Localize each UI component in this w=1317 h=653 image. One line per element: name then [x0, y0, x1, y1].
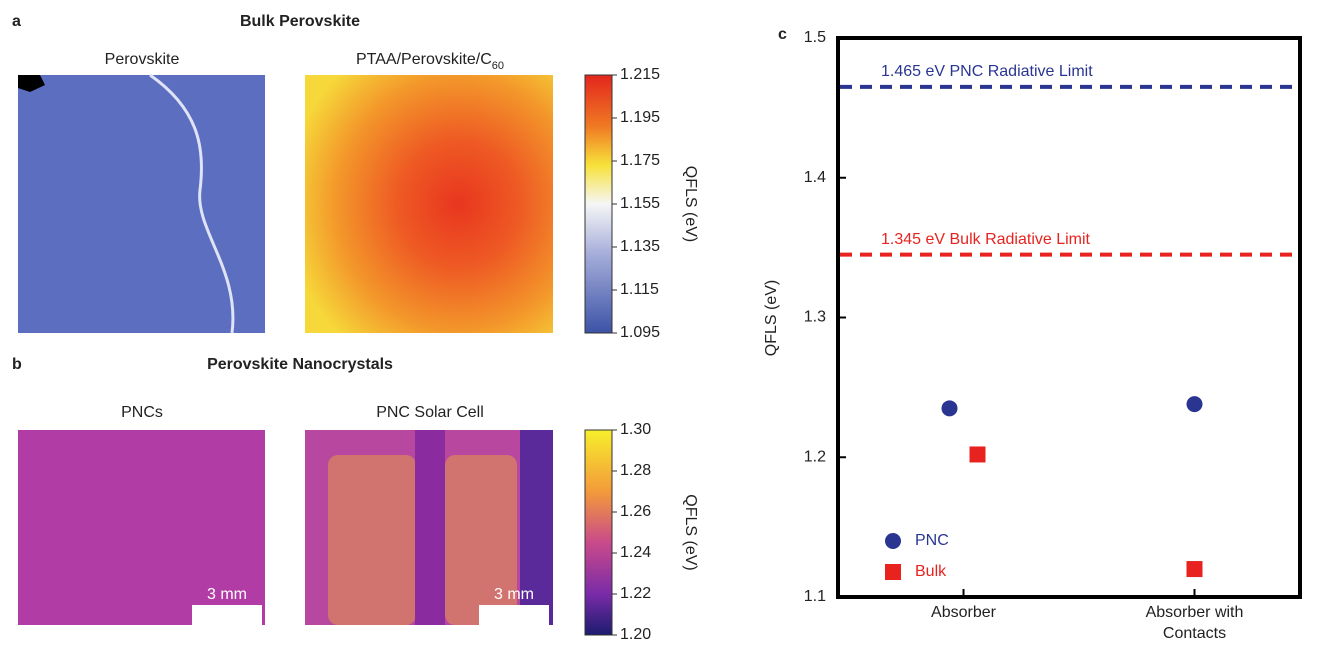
colorbar-tick-label: 1.28	[620, 462, 651, 479]
legend-label: PNC	[915, 532, 949, 549]
colorbar-tick-label: 1.155	[620, 195, 660, 212]
colorbar-tick-label: 1.095	[620, 324, 660, 341]
subplot-title: PTAA/Perovskite/C60	[356, 51, 504, 72]
colorbar-label: QFLS (eV)	[682, 166, 699, 242]
colorbar-tick-label: 1.195	[620, 109, 660, 126]
panel-title: Bulk Perovskite	[240, 13, 360, 30]
y-axis-label: QFLS (eV)	[763, 280, 780, 356]
data-point	[1187, 396, 1203, 412]
colorbar-tick-label: 1.175	[620, 152, 660, 169]
colorbar-tick-label: 1.22	[620, 585, 651, 602]
panel-title: Perovskite Nanocrystals	[207, 356, 393, 373]
y-tick-label: 1.3	[804, 309, 826, 326]
subplot-title-text: PNCs	[121, 404, 163, 421]
scale-bar	[479, 605, 549, 625]
colorbar	[585, 430, 612, 635]
panel-label: c	[778, 26, 787, 43]
colorbar-tick-label: 1.20	[620, 626, 651, 643]
colorbar-tick-label: 1.30	[620, 421, 651, 438]
x-tick-label: Absorber with Contacts	[1140, 602, 1250, 644]
scale-bar	[192, 605, 262, 625]
panel-label: a	[12, 13, 21, 30]
legend-marker	[885, 533, 901, 549]
subplot-title-text: PTAA/Perovskite/C	[356, 51, 492, 68]
map-image	[18, 75, 265, 333]
colorbar-tick-label: 1.26	[620, 503, 651, 520]
data-point	[1187, 561, 1203, 577]
subplot-title: PNC Solar Cell	[376, 404, 484, 421]
x-tick-label: Absorber	[899, 602, 1029, 623]
map-region	[415, 430, 445, 625]
legend-marker	[885, 564, 901, 580]
y-tick-label: 1.1	[804, 588, 826, 605]
y-tick-label: 1.4	[804, 169, 826, 186]
subplot-title: PNCs	[121, 404, 163, 421]
subplot-title: Perovskite	[105, 51, 180, 68]
colorbar-tick-label: 1.115	[620, 281, 659, 298]
reference-line-label: 1.345 eV Bulk Radiative Limit	[881, 231, 1091, 248]
map-image	[305, 75, 553, 333]
colorbar	[585, 75, 612, 333]
reference-line-label: 1.465 eV PNC Radiative Limit	[881, 63, 1093, 80]
subplot-title-text: PNC Solar Cell	[376, 404, 484, 421]
data-point	[970, 446, 986, 462]
scale-bar-label: 3 mm	[207, 586, 247, 603]
scale-bar-label: 3 mm	[494, 586, 534, 603]
data-point	[942, 400, 958, 416]
colorbar-tick-label: 1.135	[620, 238, 660, 255]
colorbar-tick-label: 1.24	[620, 544, 651, 561]
panel-label: b	[12, 356, 22, 373]
subplot-title-subscript: 60	[492, 60, 504, 72]
map-region	[328, 455, 416, 625]
subplot-title-text: Perovskite	[105, 51, 180, 68]
colorbar-label: QFLS (eV)	[682, 494, 699, 570]
legend-label: Bulk	[915, 563, 947, 580]
y-tick-label: 1.2	[804, 448, 826, 465]
page: a Bulk Perovskite Perovskite PTAA/Perovskit…	[0, 0, 1317, 648]
y-tick-label: 1.5	[804, 29, 826, 46]
figure: a Bulk Perovskite Perovskite PTAA/Perovskit…	[0, 0, 1317, 648]
axes-frame	[838, 38, 1300, 597]
colorbar-tick-label: 1.215	[620, 66, 660, 83]
